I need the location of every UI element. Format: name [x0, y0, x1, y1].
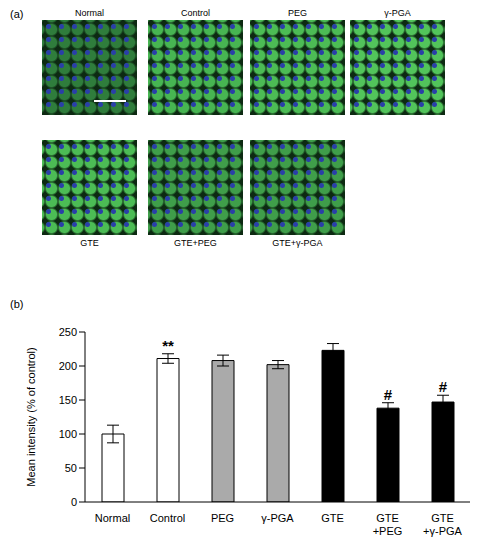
svg-text:γ-PGA: γ-PGA: [261, 512, 294, 524]
html-text:GTE: GTE: [80, 238, 99, 248]
svg-text:+PEG: +PEG: [373, 525, 403, 537]
svg-text:100: 100: [59, 428, 77, 440]
html-text:(b): (b): [10, 298, 24, 310]
svg-text:GTE: GTE: [376, 512, 399, 524]
svg-text:Control: Control: [150, 512, 185, 524]
svg-text:GTE: GTE: [431, 512, 454, 524]
svg-text:50: 50: [65, 462, 77, 474]
svg-text:250: 250: [59, 326, 77, 338]
html-text:(a): (a): [10, 8, 24, 20]
svg-text:150: 150: [59, 394, 77, 406]
svg-text:+γ-PGA: +γ-PGA: [423, 525, 462, 537]
html-text:GTE+PEG: GTE+PEG: [174, 238, 217, 248]
svg-text:Mean intensity (% of control): Mean intensity (% of control): [25, 347, 37, 486]
html-text:PEG: PEG: [288, 8, 307, 18]
svg-text:0: 0: [71, 496, 77, 508]
svg-text:PEG: PEG: [211, 512, 234, 524]
svg-text:200: 200: [59, 360, 77, 372]
html-text:Normal: Normal: [75, 8, 104, 18]
svg-text:Normal: Normal: [95, 512, 130, 524]
html-text:GTE+γ-PGA: GTE+γ-PGA: [272, 238, 323, 248]
html-text:γ-PGA: γ-PGA: [384, 8, 411, 18]
svg-text:GTE: GTE: [321, 512, 344, 524]
html-text:Control: Control: [181, 8, 210, 18]
svg-text:#: #: [384, 386, 393, 403]
svg-text:#: #: [439, 378, 448, 395]
svg-text:**: **: [162, 337, 174, 354]
